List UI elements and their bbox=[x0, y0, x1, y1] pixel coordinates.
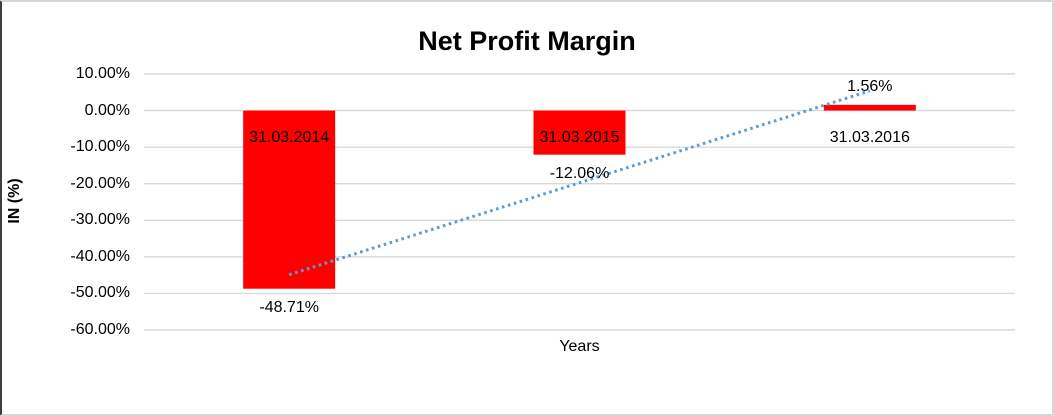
data-label--12.06%: -12.06% bbox=[549, 164, 610, 182]
y-tick--50.00%: -50.00% bbox=[70, 284, 130, 302]
bar-31.03.2014 bbox=[243, 110, 336, 289]
category-label-31.03.2015: 31.03.2015 bbox=[539, 128, 620, 146]
data-label--48.71%: -48.71% bbox=[259, 298, 319, 316]
y-tick--60.00%: -60.00% bbox=[70, 321, 130, 338]
trendline bbox=[288, 89, 871, 277]
y-tick--30.00%: -30.00% bbox=[70, 211, 130, 229]
category-label-31.03.2014: 31.03.2014 bbox=[249, 128, 330, 146]
bar-31.03.2016 bbox=[823, 104, 916, 111]
y-tick--40.00%: -40.00% bbox=[70, 247, 130, 265]
data-label-1.56%: 1.56% bbox=[847, 77, 893, 95]
y-tick--20.00%: -20.00% bbox=[70, 174, 130, 192]
category-label-31.03.2016: 31.03.2016 bbox=[829, 128, 910, 146]
y-tick-10.00%: 10.00% bbox=[75, 65, 130, 82]
y-tick-0.00%: 0.00% bbox=[84, 101, 130, 119]
chart-title: Net Profit Margin bbox=[418, 26, 636, 56]
x-axis-title: Years bbox=[559, 338, 600, 355]
bar-31.03.2015 bbox=[533, 110, 626, 155]
y-tick--10.00%: -10.00% bbox=[70, 138, 130, 156]
